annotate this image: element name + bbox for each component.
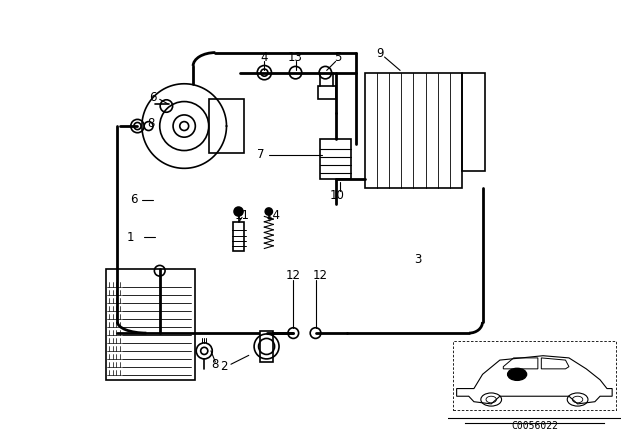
Bar	[209, 99, 244, 153]
Text: 12: 12	[286, 269, 301, 282]
Text: 10: 10	[330, 189, 344, 202]
Text: 9: 9	[376, 47, 384, 60]
Circle shape	[265, 208, 273, 215]
Bar	[463, 73, 484, 171]
Text: 6: 6	[149, 90, 157, 103]
Text: C0056022: C0056022	[511, 421, 558, 431]
Text: 11: 11	[235, 209, 250, 222]
Text: 13: 13	[288, 51, 303, 64]
Circle shape	[234, 207, 243, 216]
Text: 1: 1	[127, 231, 134, 244]
Text: 5: 5	[334, 51, 342, 64]
Bar	[106, 268, 195, 380]
Text: 3: 3	[414, 253, 422, 266]
Bar	[320, 139, 351, 180]
Text: 6: 6	[130, 193, 138, 206]
Text: 14: 14	[266, 209, 281, 222]
Circle shape	[508, 368, 527, 380]
Bar	[318, 86, 335, 99]
Bar	[365, 73, 463, 188]
Text: 2: 2	[221, 360, 228, 373]
Text: 4: 4	[260, 51, 268, 64]
Text: 8: 8	[212, 358, 219, 371]
Bar	[260, 331, 273, 362]
Text: 8: 8	[147, 117, 154, 130]
Text: 7: 7	[257, 148, 265, 161]
Bar	[233, 222, 244, 251]
Text: 12: 12	[312, 269, 328, 282]
